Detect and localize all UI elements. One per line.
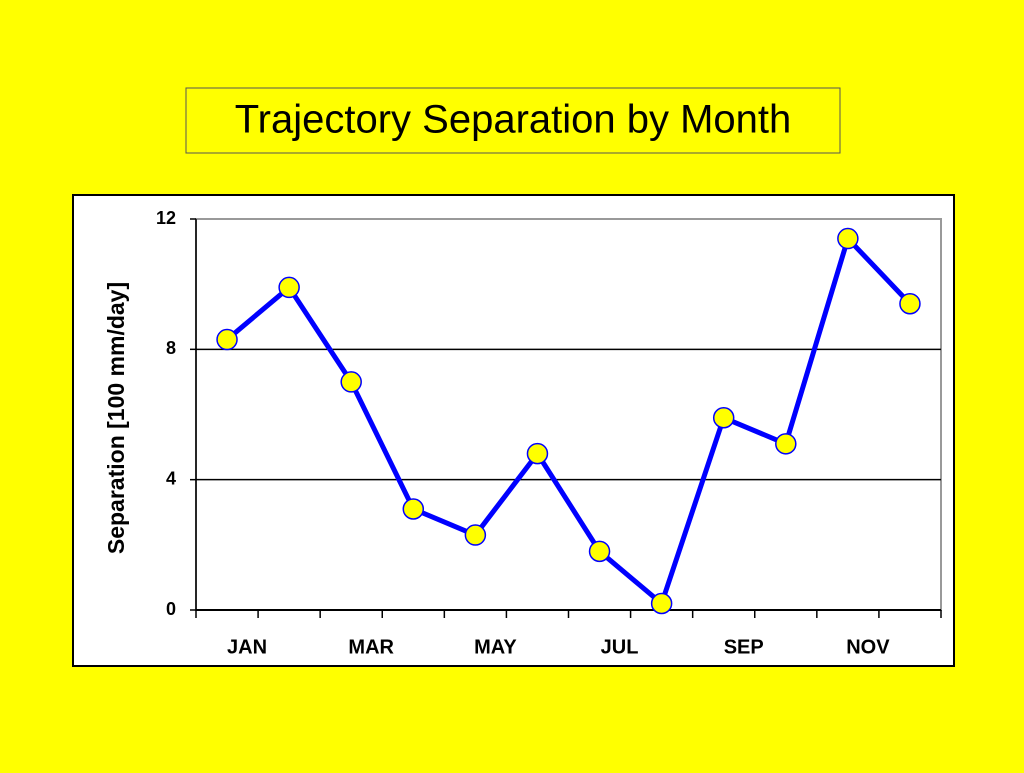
title-box [185, 87, 841, 154]
data-point [216, 328, 238, 351]
x-tick-label: NOV [846, 636, 890, 658]
x-tick-label: MAY [474, 636, 517, 658]
data-point [588, 540, 611, 563]
x-tick-label: JUL [601, 636, 639, 658]
data-point [278, 276, 300, 299]
y-tick-label: 4 [166, 468, 176, 488]
plot-area [195, 218, 942, 611]
series-line [225, 236, 912, 606]
data-point [650, 592, 673, 615]
data-point [899, 292, 921, 315]
data-point [775, 433, 797, 455]
data-point [464, 524, 487, 546]
x-tick-label: MAR [348, 636, 394, 658]
y-axis-label: Separation [100 mm/day] [103, 282, 129, 554]
y-tick-label: 0 [166, 599, 176, 619]
y-tick-label: 12 [156, 208, 176, 228]
data-point [402, 498, 425, 520]
data-point [526, 442, 549, 465]
x-tick-label: SEP [724, 636, 764, 658]
x-tick-label: JAN [227, 636, 267, 658]
y-tick-label: 8 [166, 338, 176, 358]
data-point [340, 371, 362, 393]
data-point [837, 227, 859, 250]
data-point [712, 407, 735, 429]
chart-title: Trajectory Separation by Month [235, 98, 792, 142]
